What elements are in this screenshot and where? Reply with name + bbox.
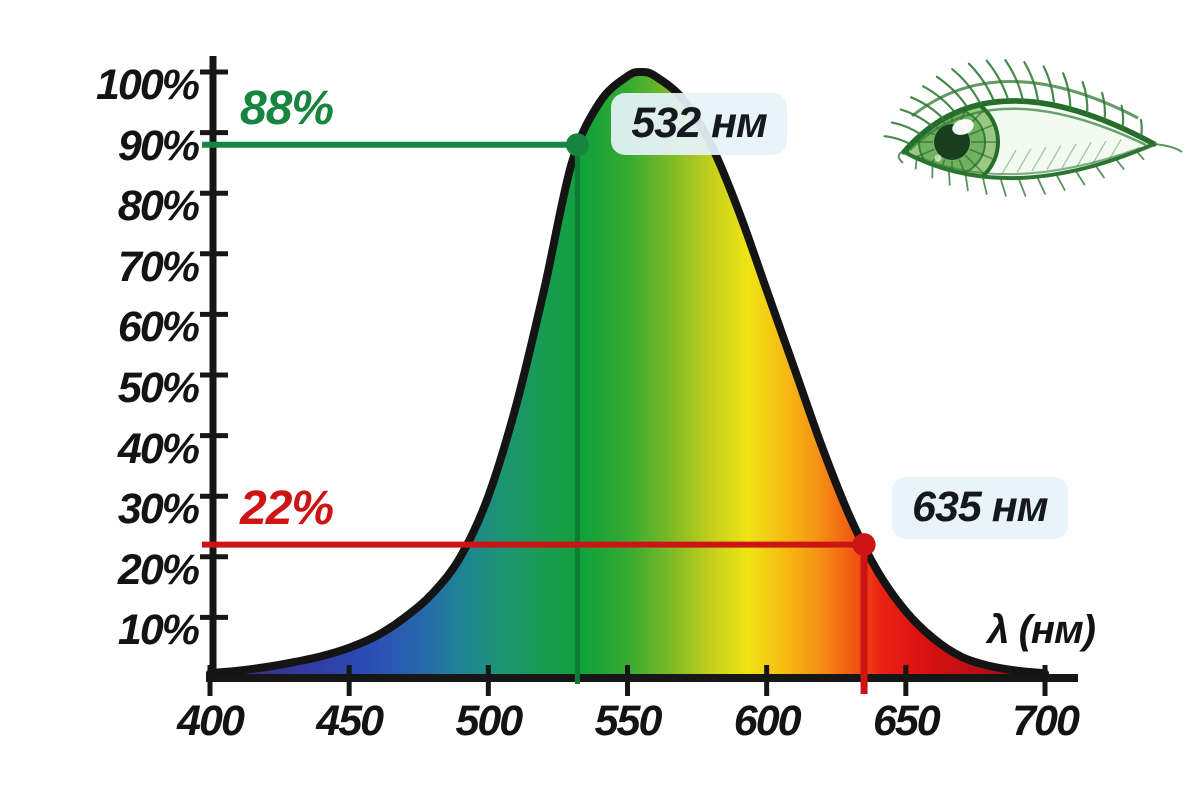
y-tick-label: 10% [117,606,200,655]
y-tick-label: 100% [96,61,200,109]
red-percent-value: 22% [240,481,334,535]
x-tick-label: 700 [1012,697,1080,745]
x-tick-label: 600 [733,697,802,745]
wavelength-callout-532: 532 нм [611,92,787,155]
wavelength-callout-635: 635 нм [892,476,1068,539]
green-perc用-value: 88% [240,81,334,135]
x-tick-label: 450 [316,697,384,745]
x-tick-label: 400 [177,697,245,745]
marker-lines [202,133,876,694]
sensitivity-curve [206,67,1049,678]
x-tick-label: 500 [455,697,523,745]
y-tick-label: 70% [117,242,200,291]
x-axis-title: λ (нм) [987,608,1096,652]
y-tick-label: 90% [117,121,200,170]
y-tick-label: 80% [117,182,200,231]
x-tick-label: 650 [872,697,941,745]
x-tick-label: 550 [594,697,663,745]
y-tick-label: 50% [117,364,200,412]
y-tick-label: 30% [117,485,200,534]
axes [200,56,1078,696]
y-tick-label: 20% [117,545,200,594]
y-tick-label: 60% [117,303,200,352]
y-tick-label: 40% [117,424,200,473]
eye-illustration [883,59,1183,197]
